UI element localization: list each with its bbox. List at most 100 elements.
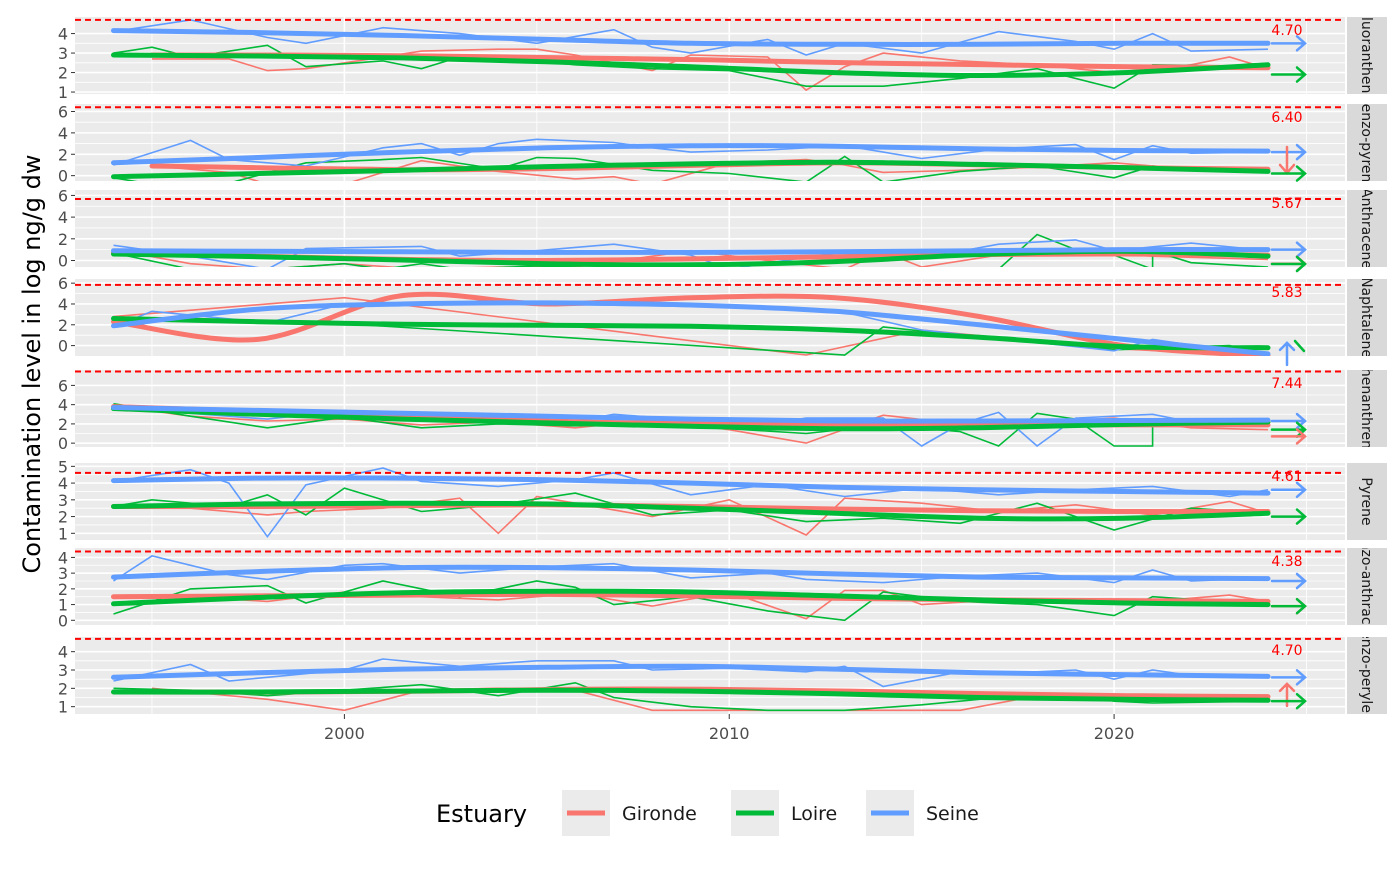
threshold-label: 4.61 <box>1271 469 1302 485</box>
x-tick-label: 2000 <box>324 724 365 743</box>
panel-data <box>111 467 1271 539</box>
y-tick-label: 2 <box>58 64 68 83</box>
legend: Estuary Gironde Loire Seine <box>436 790 979 836</box>
y-tick-label: 6 <box>58 186 68 205</box>
trend-line-seine <box>111 663 1271 680</box>
trend-arrow-seine <box>1270 669 1307 686</box>
y-tick-label: 2 <box>58 145 68 164</box>
threshold-label: 5.67 <box>1271 196 1302 212</box>
trend-line-gironde <box>111 291 1271 356</box>
threshold-label: 6.40 <box>1271 110 1302 126</box>
facet-strip <box>1347 279 1387 356</box>
facet-strip <box>1347 190 1387 267</box>
trend-arrow-loire <box>1270 421 1307 438</box>
y-tick-label: 6 <box>58 102 68 121</box>
facet-strip <box>1347 370 1387 447</box>
facet-strip-label: Anthracene <box>1358 188 1374 269</box>
y-tick-label: 4 <box>58 124 68 143</box>
trend-arrow-seine <box>1270 143 1307 161</box>
y-tick-label: 0 <box>58 337 68 356</box>
y-tick-label: 2 <box>58 580 68 599</box>
y-tick-label: 1 <box>58 524 68 543</box>
legend-entry-loire: Loire <box>731 790 837 836</box>
y-axis-label: Contamination level in log ng/g dw <box>18 154 46 573</box>
y-tick-label: 4 <box>58 396 68 415</box>
y-tick-label: 3 <box>58 661 68 680</box>
facet-strip-label: Naphtalene <box>1358 277 1374 358</box>
y-tick-label: 5 <box>58 457 68 476</box>
y-tick-label: 4 <box>58 643 68 662</box>
facet-strip-label: Pyrene <box>1358 477 1374 525</box>
trend-arrow-loire <box>1270 597 1307 615</box>
y-tick-label: 0 <box>58 611 68 630</box>
x-axis: 2000 2010 2020 <box>324 714 1134 743</box>
trend-arrow-seine <box>1270 241 1307 258</box>
y-tick-label: 4 <box>58 548 68 567</box>
threshold-label: 4.38 <box>1271 554 1302 570</box>
facet-strip-label: Benzo-pyrene <box>1358 94 1374 191</box>
series-line-gironde <box>113 495 1269 536</box>
panel-data <box>111 19 1271 92</box>
trend-arrow-loire <box>1270 66 1307 83</box>
trend-line-loire <box>111 52 1271 79</box>
y-tick-label: 6 <box>58 376 68 395</box>
facet-strip-label: Benzo-anthracene <box>1358 522 1374 650</box>
y-tick-label: 2 <box>58 230 68 249</box>
y-tick-label: 6 <box>58 274 68 293</box>
y-tick-label: 1 <box>58 596 68 615</box>
legend-label: Seine <box>926 803 979 825</box>
trend-line-seine <box>111 247 1271 255</box>
trend-arrow-loire <box>1270 692 1307 710</box>
legend-label: Gironde <box>622 803 697 825</box>
x-tick-label: 2010 <box>709 724 750 743</box>
panel-data <box>111 402 1271 447</box>
panel-data <box>111 291 1271 356</box>
trend-line-loire <box>111 406 1271 432</box>
facet-strip-label: Phenanthrene <box>1358 359 1374 457</box>
trend-arrow-loire <box>1270 165 1307 182</box>
panel-data <box>111 233 1271 267</box>
facet-strip <box>1347 637 1387 714</box>
y-tick-label: 2 <box>58 316 68 335</box>
panel-3: 0 2 4 6 5.83 Naphtalene <box>58 274 1387 367</box>
trend-line-loire <box>111 500 1271 522</box>
trend-line-loire <box>111 687 1271 703</box>
trend-arrow-seine <box>1278 341 1296 367</box>
panel-data <box>111 658 1271 712</box>
series-line-loire <box>113 233 1269 267</box>
threshold-label: 4.70 <box>1271 23 1302 39</box>
trend-line-seine <box>111 405 1271 424</box>
y-tick-label: 3 <box>58 564 68 583</box>
trend-line-loire <box>111 159 1271 180</box>
y-tick-label: 3 <box>58 491 68 510</box>
trend-arrow-loire <box>1270 508 1307 525</box>
panel-1: 0 2 4 6 6.40 Benzo-pyrene <box>58 94 1387 191</box>
trend-arrow-loire <box>1293 339 1306 353</box>
trend-line-loire <box>111 588 1271 608</box>
facet-strip <box>1347 104 1387 181</box>
facet-strip-label: Benzo-perylene <box>1358 621 1374 731</box>
panel-2: 0 2 4 6 5.67 Anthracene <box>58 186 1387 273</box>
y-tick-label: 4 <box>58 474 68 493</box>
trend-arrow-gironde <box>1270 428 1307 445</box>
y-tick-label: 4 <box>58 25 68 44</box>
facet-strip-label: Fluoranthene <box>1358 9 1374 102</box>
y-tick-label: 1 <box>58 83 68 102</box>
y-tick-label: 2 <box>58 415 68 434</box>
y-tick-label: 0 <box>58 167 68 186</box>
y-tick-label: 4 <box>58 208 68 227</box>
y-tick-label: 4 <box>58 295 68 314</box>
series-line-seine <box>113 555 1269 584</box>
facet-strip <box>1347 463 1387 540</box>
threshold-label: 4.70 <box>1271 643 1302 659</box>
y-tick-label: 1 <box>58 698 68 717</box>
legend-label: Loire <box>791 803 837 825</box>
trend-line-seine <box>111 564 1271 582</box>
trend-line-seine <box>111 143 1271 166</box>
y-tick-label: 0 <box>58 251 68 270</box>
